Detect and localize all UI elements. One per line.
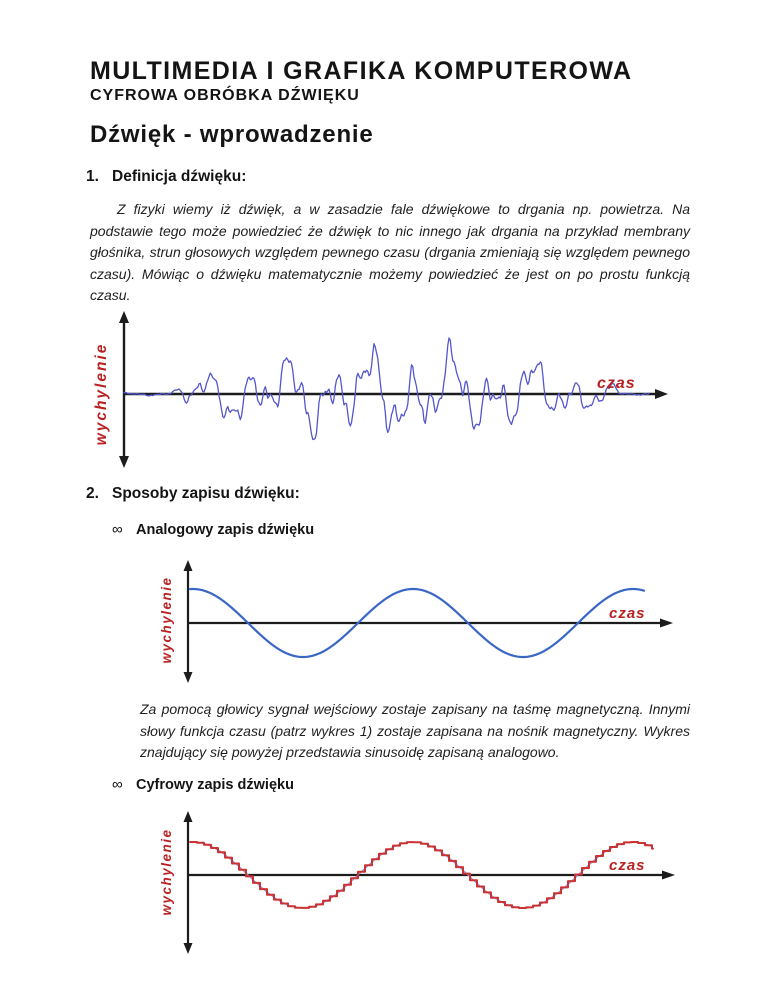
y-axis-bottom-arrow-icon: [183, 943, 193, 954]
section-1-number: 1.: [86, 168, 99, 185]
y-axis-bottom-arrow-icon: [183, 672, 193, 683]
waveform-curve: [123, 337, 650, 441]
figure-digital-signal: wychylenie czas: [159, 811, 675, 954]
y-axis-top-arrow-icon: [119, 311, 129, 323]
x-axis-arrow-icon: [660, 618, 673, 628]
x-axis-label: czas: [597, 375, 636, 392]
x-axis-arrow-icon: [662, 870, 675, 880]
paragraph-analog-description: Za pomocą głowicy sygnał wejściowy zosta…: [140, 701, 690, 760]
x-axis-arrow-icon: [655, 389, 668, 399]
section-2-heading: 2. Sposoby zapisu dźwięku:: [86, 485, 300, 503]
figure-analog-signal: wychylenie czas: [159, 560, 673, 683]
sine-curve: [188, 587, 646, 659]
y-axis-label: wychylenie: [159, 828, 174, 915]
y-axis-label: wychylenie: [93, 343, 110, 446]
y-axis-top-arrow-icon: [183, 560, 193, 571]
infinity-bullet-icon: ∞: [112, 776, 123, 793]
analog-axes: [183, 560, 673, 683]
infinity-bullet-icon: ∞: [112, 521, 123, 538]
intro-heading: Dźwięk - wprowadzenie: [90, 121, 374, 148]
document-title: MULTIMEDIA I GRAFIKA KOMPUTEROWA: [90, 57, 633, 85]
bullet-digital-recording: ∞ Cyfrowy zapis dźwięku: [112, 776, 294, 793]
bullet-analog-recording: ∞ Analogowy zapis dźwięku: [112, 521, 314, 538]
y-axis-bottom-arrow-icon: [119, 456, 129, 468]
document-subtitle: CYFROWA OBRÓBKA DŹWIĘKU: [90, 87, 360, 104]
digital-axes: [183, 811, 675, 954]
x-axis-label: czas: [609, 605, 646, 622]
section-2-number: 2.: [86, 485, 99, 502]
y-axis-label: wychylenie: [159, 576, 174, 663]
quantized-curve: [189, 841, 654, 909]
section-1-title: Definicja dźwięku:: [112, 168, 247, 185]
paragraph-sound-definition: Z fizyki wiemy iż dźwięk, a w zasadzie f…: [90, 201, 690, 303]
figure-sound-waveform: wychylenie czas: [93, 311, 668, 468]
bullet-digital-label: Cyfrowy zapis dźwięku: [136, 777, 294, 793]
section-1-heading: 1. Definicja dźwięku:: [86, 168, 246, 186]
y-axis-top-arrow-icon: [183, 811, 193, 822]
x-axis-label: czas: [609, 857, 646, 874]
section-2-title: Sposoby zapisu dźwięku:: [112, 485, 300, 502]
bullet-analog-label: Analogowy zapis dźwięku: [136, 522, 315, 538]
